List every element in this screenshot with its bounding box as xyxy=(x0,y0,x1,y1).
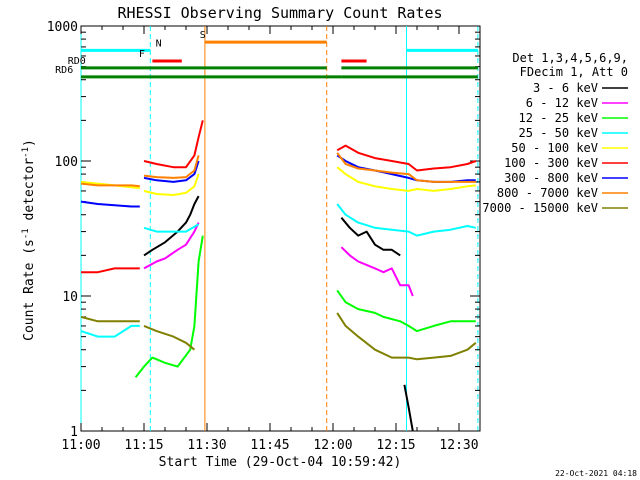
legend: Det 1,3,4,5,6,9,FDecim 1, Att 0 3 - 6 keV… xyxy=(482,51,628,215)
series-line xyxy=(80,182,140,188)
svg-text:Count Rate (s-1 detector-1): Count Rate (s-1 detector-1) xyxy=(21,139,37,341)
series-line xyxy=(340,246,414,297)
y-axis-title-sup2: -1 xyxy=(21,147,31,158)
x-tick-label: 11:15 xyxy=(124,438,163,453)
series-line xyxy=(143,222,200,270)
series-line xyxy=(336,166,476,192)
x-axis-title: Start Time (29-Oct-04 10:59:42) xyxy=(159,455,402,470)
x-tick-label: 11:45 xyxy=(250,438,289,453)
series-line xyxy=(340,217,401,257)
plot-area: 11:00 11:15 11:30 11:45 12:00 12:15 12:30 1 10 10… xyxy=(47,20,481,453)
series-line xyxy=(134,235,204,378)
y-axis-title-main: Count Rate (s xyxy=(22,239,37,341)
series-line xyxy=(143,160,200,183)
series-line xyxy=(80,200,140,208)
series-line xyxy=(143,155,200,179)
legend-entry: 50 - 100 keV xyxy=(511,141,598,155)
series-line xyxy=(80,324,140,338)
legend-header: Det 1,3,4,5,6,9, xyxy=(512,51,628,65)
series-line xyxy=(143,223,200,233)
legend-entry: 25 - 50 keV xyxy=(519,126,598,140)
footer-date: 22-Oct-2021 04:18 xyxy=(555,469,637,478)
status-bar-label: F xyxy=(139,49,145,60)
series-line xyxy=(336,312,477,361)
series-line xyxy=(336,289,476,333)
legend-entry: 6 - 12 keV xyxy=(526,96,598,110)
y-axis-title-mid: detector xyxy=(22,158,37,229)
x-tick-label: 12:15 xyxy=(376,438,415,453)
x-tick-label: 11:00 xyxy=(61,438,100,453)
series-line xyxy=(143,324,196,351)
status-bar-label: RD6 xyxy=(55,65,73,76)
x-tick-label: 12:30 xyxy=(439,438,478,453)
series-line xyxy=(143,195,200,257)
legend-entry: 100 - 300 keV xyxy=(504,156,598,170)
legend-header: FDecim 1, Att 0 xyxy=(520,65,628,79)
series-line xyxy=(336,152,476,183)
series-line xyxy=(403,384,414,432)
status-bar-label: S xyxy=(200,30,206,41)
y-tick-label: 1000 xyxy=(47,20,78,35)
x-tick-label: 12:00 xyxy=(313,438,352,453)
x-tick-label: 11:30 xyxy=(187,438,226,453)
legend-entry: 3 - 6 keV xyxy=(533,81,598,95)
y-axis-title-sup: -1 xyxy=(21,228,31,239)
y-tick-label: 100 xyxy=(55,155,78,170)
series-line xyxy=(143,173,200,196)
legend-entry: 12 - 25 keV xyxy=(519,111,598,125)
status-bar-label: RD0 xyxy=(68,56,86,67)
y-tick-label: 1 xyxy=(70,425,78,440)
series-line xyxy=(80,315,140,323)
series-line xyxy=(336,144,477,172)
y-tick-label: 10 xyxy=(62,290,78,305)
status-bar-label: N xyxy=(156,38,162,49)
legend-entry: 300 - 800 keV xyxy=(504,171,598,185)
y-axis-title: Count Rate (s-1 detector-1) xyxy=(21,139,37,341)
series-line xyxy=(336,203,477,237)
y-axis-title-end: ) xyxy=(22,139,37,147)
legend-entry: 7000 - 15000 keV xyxy=(482,201,598,215)
series-line xyxy=(81,267,140,274)
chart-title: RHESSI Observing Summary Count Rates xyxy=(117,4,442,22)
legend-entry: 800 - 7000 keV xyxy=(497,186,598,200)
series-line xyxy=(143,120,204,169)
